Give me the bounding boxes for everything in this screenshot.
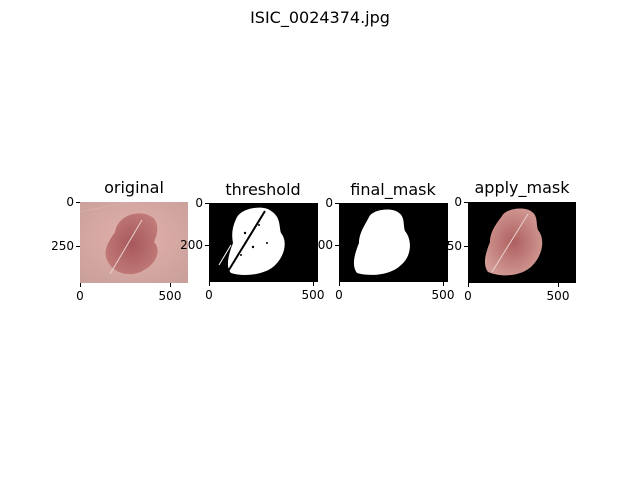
image-apply-mask bbox=[468, 202, 576, 283]
ytick-label-0-original: 0 bbox=[66, 195, 74, 209]
xtick-label-1-threshold: 500 bbox=[301, 288, 325, 302]
subplot-title-original: original bbox=[104, 178, 164, 197]
ytick-label-0-apply-mask: 0 bbox=[454, 195, 462, 209]
xtick-mark-1-apply-mask bbox=[558, 283, 559, 287]
ytick-label-1-final-mask: 200 bbox=[310, 238, 333, 252]
xtick-mark-1-original bbox=[170, 283, 171, 287]
xtick-mark-0-apply-mask bbox=[468, 283, 469, 287]
ytick-mark-0-threshold bbox=[205, 203, 209, 204]
ytick-label-1-threshold: 200 bbox=[180, 238, 203, 252]
image-original bbox=[79, 201, 188, 283]
ytick-label-1-apply-mask: 250 bbox=[439, 239, 462, 253]
image-final-mask bbox=[339, 203, 448, 282]
ytick-mark-0-final-mask bbox=[335, 203, 339, 204]
xtick-label-0-final-mask: 0 bbox=[335, 288, 343, 302]
ytick-label-0-final-mask: 0 bbox=[325, 196, 333, 210]
xtick-label-1-original: 500 bbox=[158, 289, 182, 303]
xtick-label-0-threshold: 0 bbox=[205, 288, 213, 302]
xtick-label-0-original: 0 bbox=[76, 289, 84, 303]
figure-suptitle: ISIC_0024374.jpg bbox=[250, 8, 390, 27]
image-threshold bbox=[209, 203, 318, 282]
xtick-label-1-final-mask: 500 bbox=[431, 288, 455, 302]
xtick-label-0-apply-mask: 0 bbox=[464, 289, 472, 303]
subplot-title-final-mask: final_mask bbox=[350, 180, 436, 199]
ytick-mark-1-final-mask bbox=[335, 245, 339, 246]
ytick-mark-0-original bbox=[76, 202, 80, 203]
ytick-label-1-original: 250 bbox=[51, 239, 74, 253]
xtick-mark-1-threshold bbox=[313, 282, 314, 286]
ytick-mark-1-original bbox=[76, 246, 80, 247]
xtick-mark-0-final-mask bbox=[339, 282, 340, 286]
ytick-label-0-threshold: 0 bbox=[195, 196, 203, 210]
xtick-label-1-apply-mask: 500 bbox=[546, 289, 570, 303]
ytick-mark-0-apply-mask bbox=[464, 202, 468, 203]
subplot-title-apply-mask: apply_mask bbox=[474, 178, 570, 197]
xtick-mark-0-original bbox=[80, 283, 81, 287]
ytick-mark-1-threshold bbox=[205, 245, 209, 246]
subplot-title-threshold: threshold bbox=[225, 180, 301, 199]
ytick-mark-1-apply-mask bbox=[464, 246, 468, 247]
xtick-mark-0-threshold bbox=[209, 282, 210, 286]
xtick-mark-1-final-mask bbox=[443, 282, 444, 286]
